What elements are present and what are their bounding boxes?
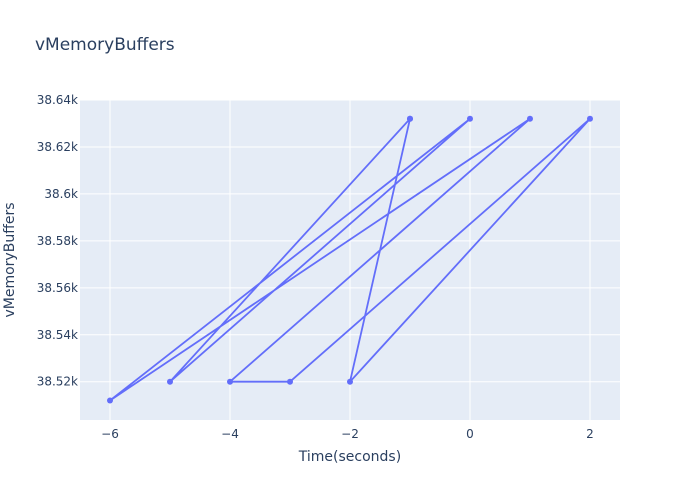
- x-axis-title: Time(seconds): [298, 449, 401, 465]
- data-point: [167, 378, 173, 385]
- x-tick-label: 2: [586, 427, 594, 441]
- x-tick-label: −6: [101, 427, 119, 441]
- chart-title: vMemoryBuffers: [35, 35, 175, 55]
- data-point: [107, 397, 113, 404]
- data-point: [407, 115, 413, 122]
- x-axis-ticks: −6 −4 −2 0 2: [101, 427, 594, 441]
- series-line: [109, 117, 591, 402]
- y-tick-label: 38.6k: [44, 187, 78, 201]
- data-point: [527, 115, 533, 122]
- y-axis-ticks: 38.52k 38.54k 38.56k 38.58k 38.6k 38.62k 38.64…: [37, 93, 78, 389]
- x-tick-label: −2: [341, 427, 359, 441]
- x-tick-label: −4: [221, 427, 239, 441]
- y-tick-label: 38.64k: [37, 93, 78, 107]
- series-group: [107, 115, 593, 404]
- y-tick-label: 38.54k: [37, 328, 78, 342]
- data-point: [287, 378, 293, 385]
- y-tick-label: 38.58k: [37, 234, 78, 248]
- data-point: [347, 378, 353, 385]
- y-tick-label: 38.62k: [37, 140, 78, 154]
- y-tick-label: 38.56k: [37, 281, 78, 295]
- data-point: [587, 115, 593, 122]
- x-tick-label: 0: [466, 427, 474, 441]
- gridlines: [80, 99, 620, 420]
- data-point: [227, 378, 233, 385]
- data-point: [467, 115, 473, 122]
- y-axis-title: vMemoryBuffers: [2, 202, 18, 317]
- y-tick-label: 38.52k: [37, 375, 78, 389]
